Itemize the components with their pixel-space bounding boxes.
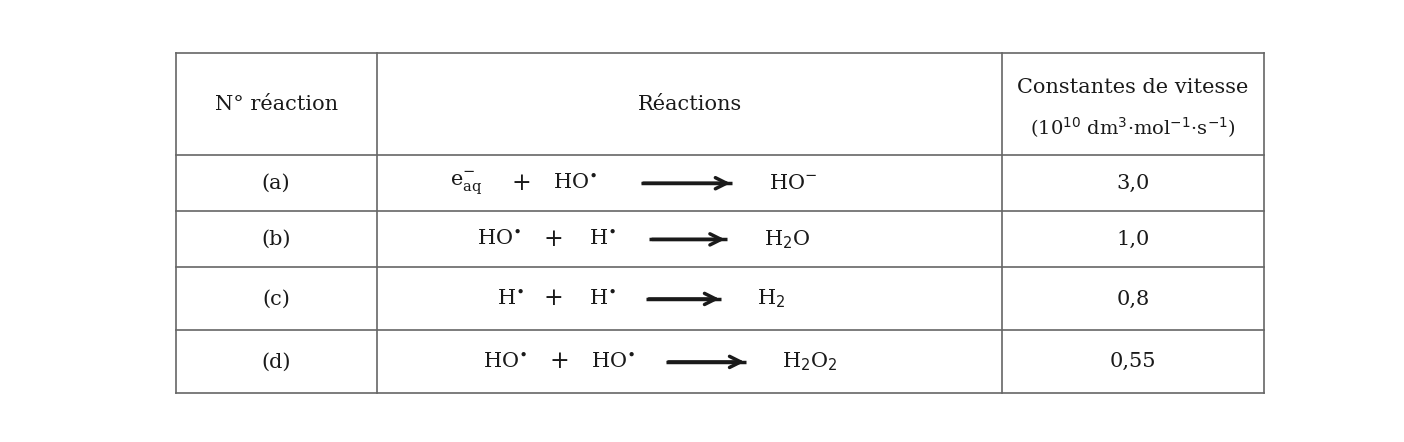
Text: HO$^{\bullet}$: HO$^{\bullet}$: [553, 174, 598, 193]
Text: +: +: [511, 172, 531, 195]
Text: (b): (b): [261, 230, 291, 249]
Text: N° réaction: N° réaction: [215, 95, 338, 114]
Text: Réactions: Réactions: [637, 95, 741, 114]
Text: H$_2$O: H$_2$O: [764, 228, 810, 251]
Text: +: +: [543, 228, 563, 251]
Text: HO$^{\bullet}$: HO$^{\bullet}$: [591, 352, 636, 372]
Text: (a): (a): [261, 174, 291, 193]
Text: 0,8: 0,8: [1116, 290, 1150, 309]
Text: +: +: [543, 287, 563, 310]
Text: 3,0: 3,0: [1116, 174, 1150, 193]
Text: H$_2$O$_2$: H$_2$O$_2$: [782, 351, 837, 373]
Text: HO$^{\bullet}$: HO$^{\bullet}$: [477, 230, 521, 249]
Text: H$^{\bullet}$: H$^{\bullet}$: [590, 289, 616, 309]
Text: HO$^{-}$: HO$^{-}$: [769, 174, 817, 193]
Text: +: +: [549, 351, 569, 373]
Text: HO$^{\bullet}$: HO$^{\bullet}$: [483, 352, 526, 372]
Text: (d): (d): [261, 352, 291, 371]
Text: (10$^{10}$ dm$^3$·mol$^{-1}$·s$^{-1}$): (10$^{10}$ dm$^3$·mol$^{-1}$·s$^{-1}$): [1031, 115, 1236, 140]
Text: (c): (c): [263, 290, 291, 309]
Text: H$^{\bullet}$: H$^{\bullet}$: [497, 289, 524, 309]
Text: H$^{\bullet}$: H$^{\bullet}$: [590, 230, 616, 249]
Text: e$_{\mathregular{aq}}^{-}$: e$_{\mathregular{aq}}^{-}$: [451, 170, 483, 197]
Text: 0,55: 0,55: [1109, 352, 1157, 371]
Text: H$_2$: H$_2$: [757, 288, 785, 310]
Text: Constantes de vitesse: Constantes de vitesse: [1018, 78, 1248, 96]
Text: 1,0: 1,0: [1116, 230, 1150, 249]
